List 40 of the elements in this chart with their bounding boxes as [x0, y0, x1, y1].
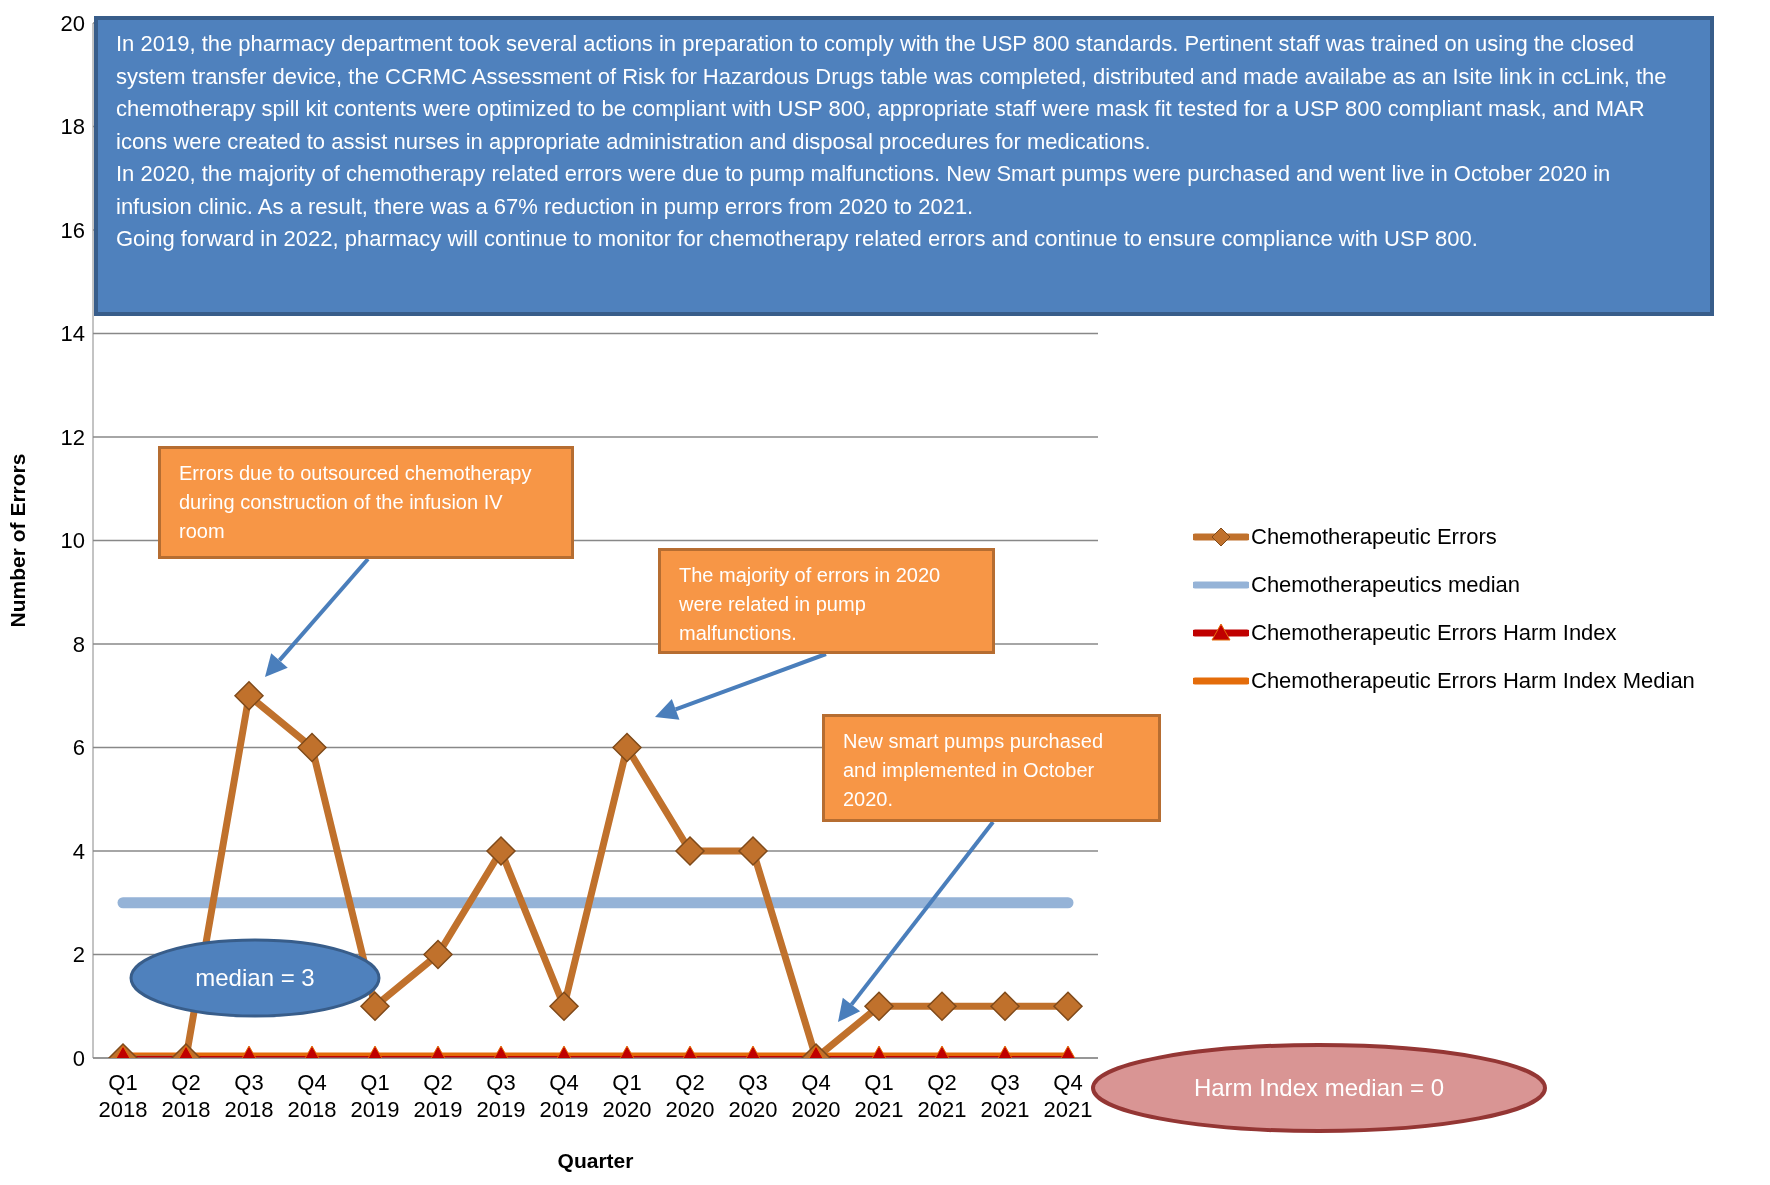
x-tick-label: Q2 2018: [161, 1070, 211, 1122]
y-tick-label: 16: [60, 217, 85, 243]
y-tick-label: 18: [60, 114, 85, 140]
legend-label: Chemotherapeutics median: [1251, 572, 1521, 598]
x-tick-label: Q4 2020: [791, 1070, 841, 1122]
y-tick-label: 8: [72, 631, 85, 657]
y-tick-label: 20: [60, 10, 85, 36]
x-tick-label: Q4 2019: [539, 1070, 589, 1122]
x-tick-label: Q3 2020: [728, 1070, 778, 1122]
text-box: In 2019, the pharmacy department took several actions in preparation to comply with the USP 800 standards. Pertinent staff was trained on using the closed system transfer device, the CCRMC Assessment of Risk for Hazardous Drugs table was completed, distributed and made availabe as an Isite link in ccLink, the chemotherapy spill kit contents were optimized to be compliant with USP 800, appropriate staff were mask fit tested for a USP 800 compliant mask, and MAR icons were created to assist nurses in appropriate administration and disposal procedures for medications. In 2020, the majority of chemotherapy related errors were due to pump malfunctions. New Smart pumps were purchased and went live in October 2020 in infusion clinic. As a result, there was a 67% reduction in pump errors from 2020 to 2021. Going forward in 2022, pharmacy will continue to monitor for chemotherapy related errors and continue to ensure compliance with USP 800.: [94, 16, 1714, 316]
x-tick-label: Q1 2021: [854, 1070, 904, 1122]
x-tick-label: Q3 2021: [980, 1070, 1030, 1122]
x-axis-title: Quarter: [557, 1149, 634, 1172]
x-tick-label: Q4 2021: [1043, 1070, 1093, 1122]
x-tick-label: Q4 2018: [287, 1070, 337, 1122]
oval-label-box: median = 3: [129, 938, 381, 1018]
y-axis-title: Number of Errors: [6, 453, 30, 628]
legend-label: Chemotherapeutic Errors Harm Index Median: [1251, 668, 1695, 694]
x-tick-label: Q3 2019: [476, 1070, 526, 1122]
oval-label-box: Harm Index median = 0: [1091, 1043, 1547, 1133]
x-tick-label: Q1 2019: [350, 1070, 400, 1122]
callout-box: Errors due to outsourced chemotherapy during construction of the infusion IV room: [158, 446, 574, 559]
legend-label: Chemotherapeutic Errors Harm Index: [1251, 620, 1617, 646]
callout-box: The majority of errors in 2020 were related in pump malfunctions.: [658, 548, 995, 654]
legend-label: Chemotherapeutic Errors: [1251, 524, 1497, 550]
y-tick-label: 4: [72, 838, 85, 864]
annotation: median = 3: [195, 964, 315, 991]
x-tick-label: Q3 2018: [224, 1070, 274, 1122]
x-tick-label: Q2 2021: [917, 1070, 967, 1122]
x-tick-label: Q1 2018: [98, 1070, 148, 1122]
y-tick-label: 2: [72, 942, 85, 968]
y-tick-label: 0: [72, 1045, 85, 1071]
callout-box: New smart pumps purchased and implemented in October 2020.: [822, 714, 1161, 822]
y-tick-label: 6: [72, 735, 85, 761]
y-tick-label: 10: [60, 528, 85, 554]
x-tick-label: Q2 2019: [413, 1070, 463, 1122]
y-tick-label: 14: [60, 321, 85, 347]
x-tick-label: Q2 2020: [665, 1070, 715, 1122]
y-tick-label: 12: [60, 424, 85, 450]
x-tick-label: Q1 2020: [602, 1070, 652, 1122]
